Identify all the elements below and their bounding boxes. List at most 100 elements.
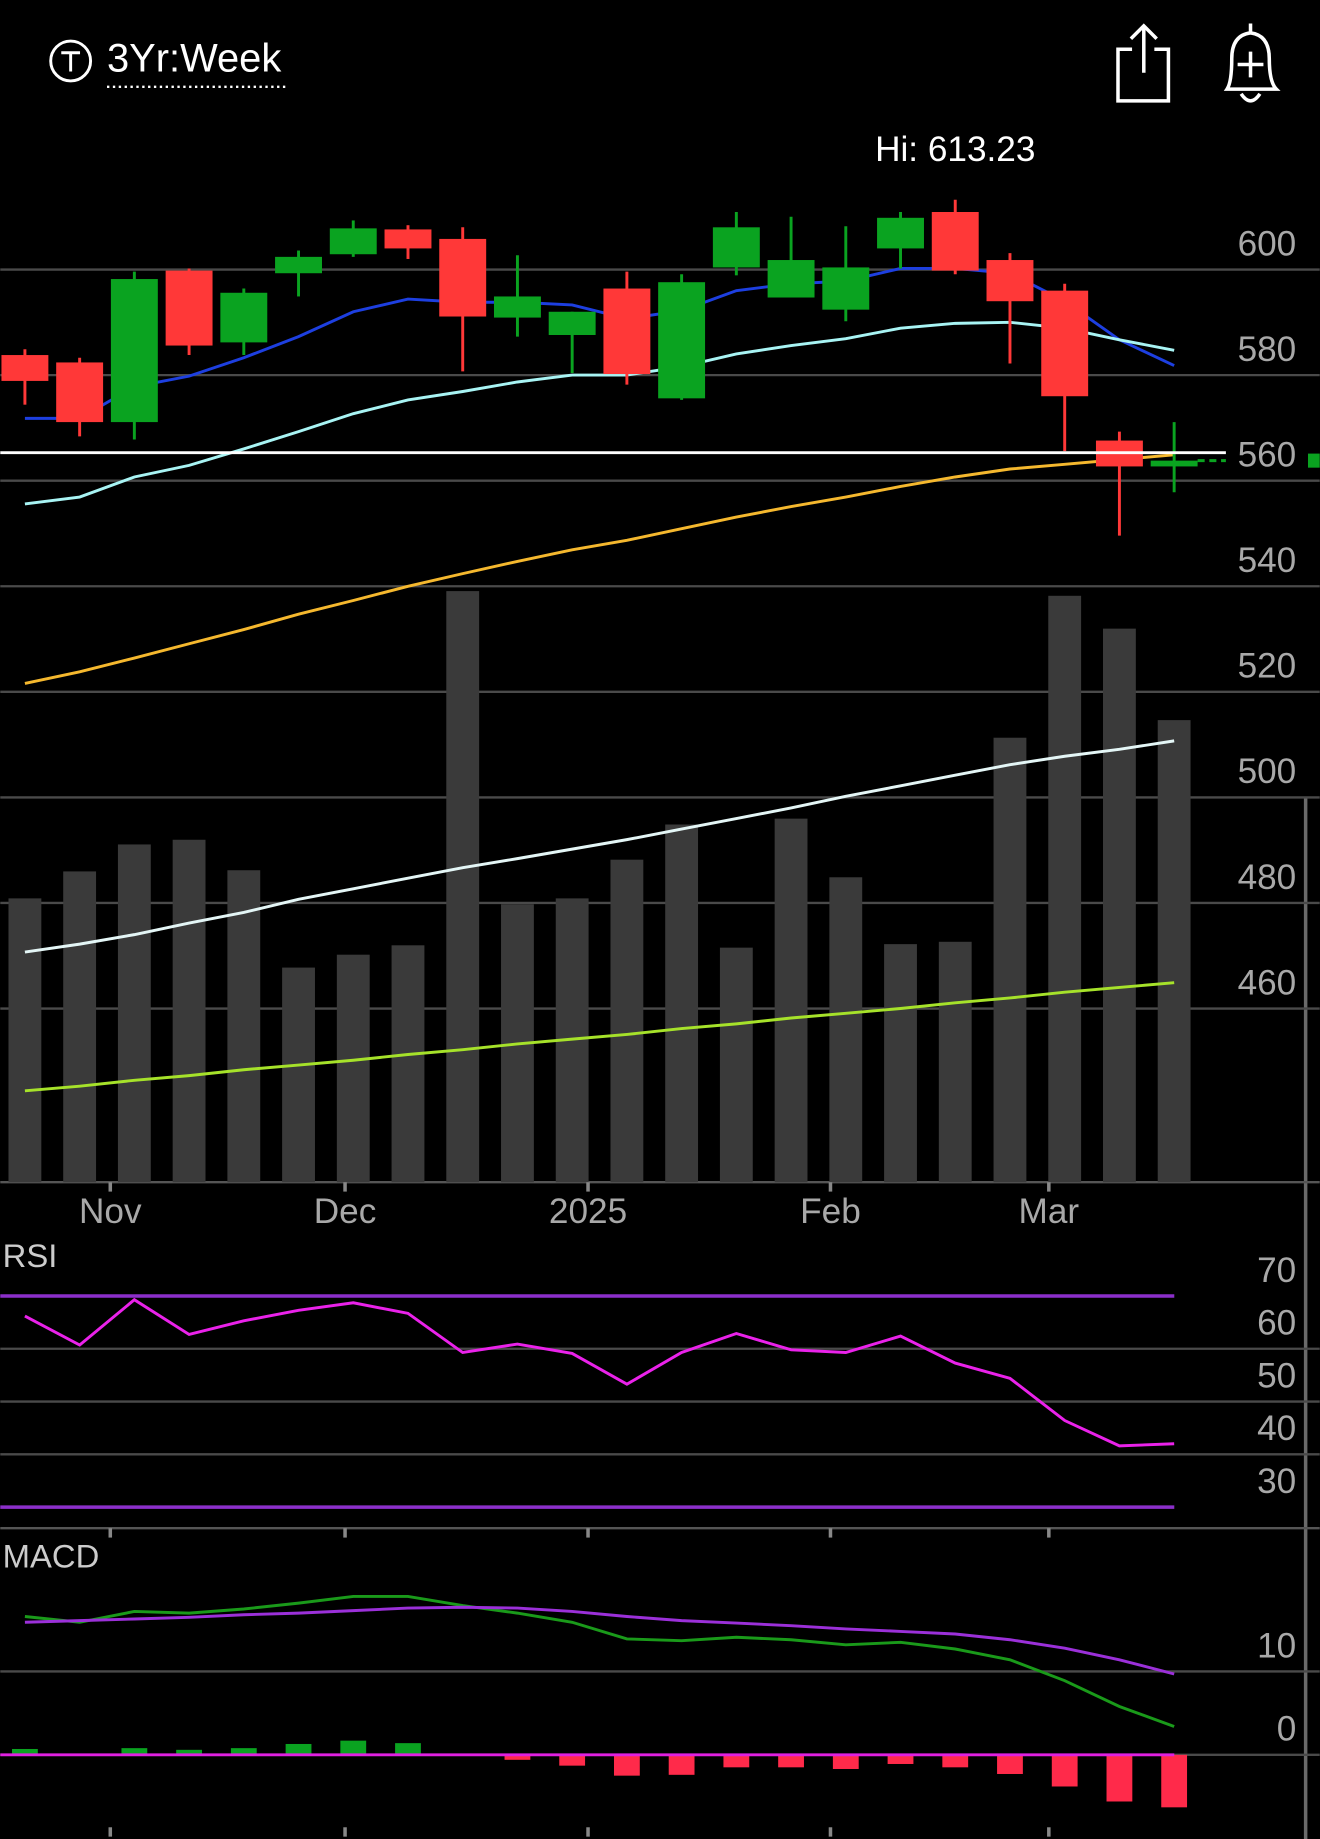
histogram-bar (832, 1754, 859, 1769)
histogram-bar (121, 1748, 148, 1755)
candle-body (658, 282, 706, 399)
histogram-bar (613, 1754, 640, 1776)
moving-average-line (24, 739, 1175, 954)
x-tick-label: Dec (314, 1192, 377, 1231)
volume-bar (282, 967, 315, 1183)
histogram-bar (1106, 1754, 1133, 1802)
timeframe-label: 3Yr:Week (107, 37, 281, 81)
volume-bar (1048, 595, 1082, 1183)
ticker-icon-glyph (61, 51, 81, 72)
histogram-bar (997, 1754, 1023, 1774)
y-tick-label: 580 (1238, 330, 1297, 369)
candle-body (548, 311, 596, 335)
volume-bar (884, 944, 917, 1183)
macd-line (24, 1605, 1175, 1676)
y-tick-label: 520 (1238, 647, 1297, 686)
macd-line (24, 1594, 1175, 1728)
candle-body (165, 270, 213, 346)
histogram-bar (778, 1754, 804, 1768)
candle-body (220, 292, 268, 343)
y-tick-label: 560 (1238, 436, 1297, 475)
panel-title: MACD (3, 1537, 100, 1574)
volume-bar (1103, 628, 1136, 1183)
volume-bar (993, 737, 1027, 1183)
histogram-bar (1161, 1754, 1188, 1808)
histogram-bar (887, 1754, 914, 1764)
histogram-bar (12, 1748, 38, 1755)
histogram-bar (340, 1740, 367, 1755)
y-tick-label: 0 (1277, 1710, 1297, 1749)
volume-bar (719, 947, 753, 1183)
candle-body (877, 217, 924, 249)
y-tick-label: 70 (1257, 1251, 1296, 1290)
y-tick-label: 460 (1238, 963, 1297, 1002)
volume-bar (665, 824, 699, 1183)
volume-bar (938, 941, 972, 1183)
candle-body (329, 228, 377, 255)
y-tick-label: 10 (1257, 1626, 1296, 1665)
candle-body (767, 260, 815, 298)
volume-bar (227, 870, 261, 1183)
histogram-bar (395, 1743, 421, 1755)
last-price-tag (1307, 453, 1320, 468)
y-tick-label: 480 (1238, 858, 1297, 897)
histogram-bar (230, 1748, 257, 1755)
volume-bar (1157, 720, 1191, 1183)
volume-bar (391, 945, 425, 1183)
x-tick-label: 2025 (549, 1192, 627, 1231)
x-tick-label: Mar (1019, 1192, 1080, 1231)
moving-average-line (24, 981, 1175, 1093)
candle-body (1041, 290, 1089, 397)
candle-body (384, 229, 432, 249)
candle-body (986, 260, 1034, 302)
bell-plus (1237, 51, 1264, 78)
candle-body (493, 296, 541, 318)
moving-average-line (24, 453, 1175, 685)
histogram-bar (723, 1754, 750, 1768)
histogram-bar (176, 1749, 202, 1755)
panel-title: RSI (3, 1237, 58, 1274)
y-tick-label: 500 (1238, 752, 1297, 791)
y-tick-label: 30 (1257, 1462, 1296, 1501)
moving-average-line (24, 266, 1175, 420)
histogram-bar (559, 1754, 586, 1766)
share-icon-arrow (1129, 23, 1158, 73)
volume-bar (446, 591, 480, 1183)
rsi-line (24, 1297, 1175, 1448)
histogram-bar (1051, 1754, 1078, 1787)
histogram-bar (504, 1754, 531, 1760)
y-tick-label: 60 (1257, 1304, 1296, 1343)
candle-body (275, 256, 322, 274)
volume-bar (774, 818, 808, 1183)
candle-body (1, 355, 49, 381)
candle-body (712, 227, 760, 268)
candle-body (439, 238, 487, 317)
share-button[interactable] (1116, 23, 1171, 103)
candle-body (110, 279, 158, 423)
volume-bar (336, 954, 370, 1183)
moving-average-line (24, 320, 1175, 506)
y-tick-label: 50 (1257, 1356, 1296, 1395)
candle-body (931, 212, 979, 271)
ticker-icon (49, 39, 93, 83)
timeframe-selector[interactable]: 3Yr:Week (49, 37, 288, 88)
bell-icon (1223, 23, 1281, 103)
y-tick-label: 540 (1238, 541, 1297, 580)
share-icon-box (1116, 47, 1171, 103)
candle-body (56, 362, 104, 423)
volume-bar (172, 839, 206, 1183)
volume-bar (63, 871, 97, 1183)
y-tick-label: 40 (1257, 1409, 1296, 1448)
alert-button[interactable] (1223, 23, 1281, 103)
x-tick-label: Nov (79, 1192, 142, 1231)
histogram-bar (668, 1754, 695, 1775)
volume-bar (610, 859, 644, 1183)
histogram-bar (285, 1743, 312, 1755)
histogram-bar (942, 1754, 969, 1768)
volume-bar (117, 844, 151, 1183)
high-annotation: Hi: 613.23 (875, 130, 1035, 169)
candle-body (822, 267, 870, 310)
volume-bar (8, 898, 42, 1183)
y-tick-label: 600 (1238, 224, 1297, 263)
